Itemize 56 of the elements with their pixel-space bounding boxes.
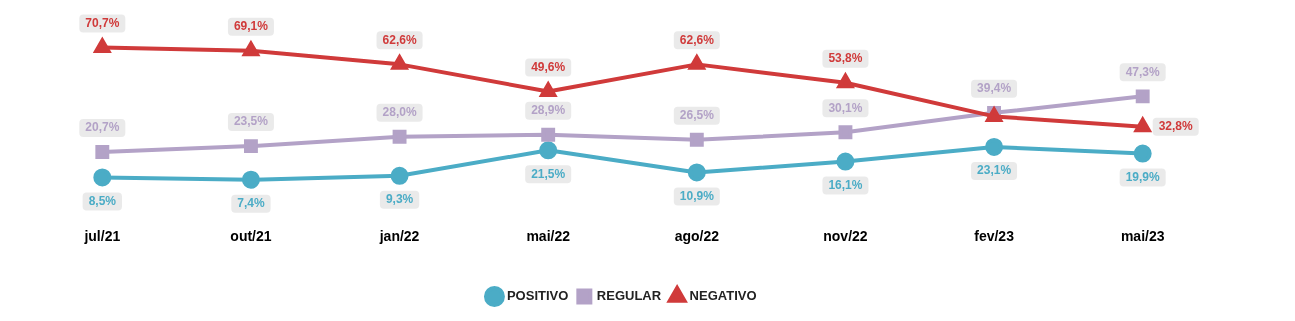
point (539, 141, 558, 160)
data-label: 62,6% (679, 32, 715, 47)
x-tick-label: nov/22 (823, 228, 868, 245)
x-tick-label: jan/22 (378, 228, 420, 245)
data-label: 69,1% (233, 19, 269, 34)
data-label: 26,5% (679, 108, 715, 123)
point (836, 71, 855, 89)
x-tick-label: out/21 (230, 228, 272, 245)
point (689, 132, 704, 147)
data-label: 7,4% (237, 196, 265, 211)
data-label: 21,5% (531, 166, 566, 181)
point (1135, 89, 1150, 104)
point (1133, 115, 1153, 133)
point (985, 137, 1004, 156)
data-label: 70,7% (85, 15, 120, 30)
point (95, 144, 110, 159)
data-label: 10,9% (679, 188, 715, 203)
x-tick-label: mai/23 (1120, 228, 1165, 245)
point (1133, 144, 1152, 163)
legend-label: REGULAR (596, 288, 662, 304)
point (94, 38, 111, 53)
x-tick-label: fev/23 (974, 228, 1015, 245)
point (241, 170, 260, 189)
data-label: 23,1% (977, 163, 1012, 178)
x-tick-label: jul/21 (83, 228, 121, 245)
x-tick-label: ago/22 (674, 228, 720, 245)
point (538, 80, 558, 98)
data-label: 47,3% (1125, 64, 1161, 79)
legend-label: POSITIVO (506, 288, 569, 304)
data-label: 9,3% (385, 192, 414, 207)
point (241, 39, 261, 57)
data-label: 62,6% (382, 32, 417, 47)
data-label: 16,1% (828, 177, 863, 192)
x-tick-label: mai/22 (526, 228, 571, 245)
data-label: 23,5% (233, 114, 269, 129)
point (688, 55, 705, 70)
data-label: 8,5% (88, 193, 117, 208)
data-label: 32,8% (1158, 118, 1194, 133)
legend-label: NEGATIVO (689, 288, 757, 304)
point (390, 166, 409, 185)
data-label: 28,9% (531, 103, 566, 118)
data-label: 30,1% (828, 100, 863, 115)
data-label: 19,9% (1125, 169, 1161, 184)
point (838, 125, 853, 140)
point (392, 129, 407, 144)
point (836, 152, 855, 171)
data-label: 39,4% (977, 81, 1012, 96)
data-label: 20,7% (85, 120, 120, 135)
data-label: 28,0% (382, 104, 417, 119)
point (243, 139, 258, 154)
point (541, 127, 556, 142)
data-label: 53,8% (828, 51, 863, 66)
data-label: 49,6% (531, 59, 566, 74)
point (391, 55, 408, 70)
point (93, 168, 112, 187)
point (687, 163, 706, 182)
